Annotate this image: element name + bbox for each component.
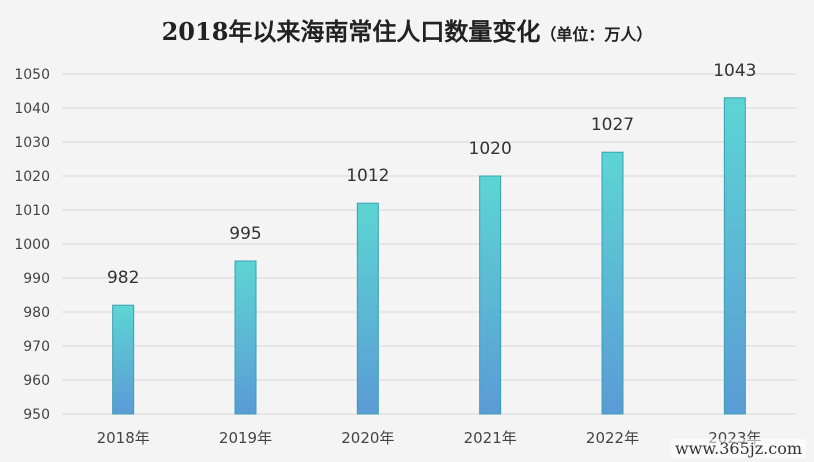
y-tick-label: 950 — [23, 407, 50, 423]
bar-2019年 — [234, 260, 257, 415]
y-tick-label: 1040 — [14, 101, 50, 117]
x-tick-label: 2021年 — [464, 429, 517, 447]
chart-title-main: 2018年以来海南常住人口数量变化 — [161, 17, 541, 46]
data-labels: 982 995 1012 1020 1027 1043 — [107, 61, 757, 288]
bar-2018年 — [112, 304, 135, 415]
watermark: www.365jz.com — [670, 439, 806, 458]
bar-2020年 — [356, 202, 379, 415]
data-label: 1043 — [713, 61, 756, 81]
data-label: 982 — [107, 268, 139, 288]
y-axis-ticks: 950 960 970 980 990 1000 1010 1020 1030 1040 1050 — [14, 67, 50, 423]
data-label: 1027 — [591, 115, 634, 135]
data-label: 1012 — [346, 166, 389, 186]
x-tick-label: 2022年 — [586, 429, 639, 447]
y-tick-label: 1010 — [14, 203, 50, 219]
y-tick-label: 980 — [23, 305, 50, 321]
y-tick-label: 1030 — [14, 135, 50, 151]
x-tick-label: 2020年 — [341, 429, 394, 447]
x-tick-label: 2018年 — [97, 429, 150, 447]
data-label: 995 — [229, 224, 261, 244]
bar-2022年 — [601, 151, 624, 415]
y-tick-label: 1050 — [14, 67, 50, 83]
chart-title: 2018年以来海南常住人口数量变化（单位：万人） — [0, 12, 814, 47]
y-tick-label: 990 — [23, 271, 50, 287]
grid-lines — [62, 73, 796, 415]
bars — [112, 97, 746, 415]
x-tick-label: 2019年 — [219, 429, 272, 447]
chart-title-unit: （单位：万人） — [540, 25, 653, 44]
bar-2023年 — [723, 97, 746, 415]
bar-2021年 — [479, 175, 502, 415]
y-tick-label: 960 — [23, 373, 50, 389]
y-tick-label: 1020 — [14, 169, 50, 185]
y-tick-label: 970 — [23, 339, 50, 355]
y-tick-label: 1000 — [14, 237, 50, 253]
x-axis-ticks: 2018年 2019年 2020年 2021年 2022年 2023年 — [97, 429, 762, 447]
data-label: 1020 — [469, 139, 512, 159]
